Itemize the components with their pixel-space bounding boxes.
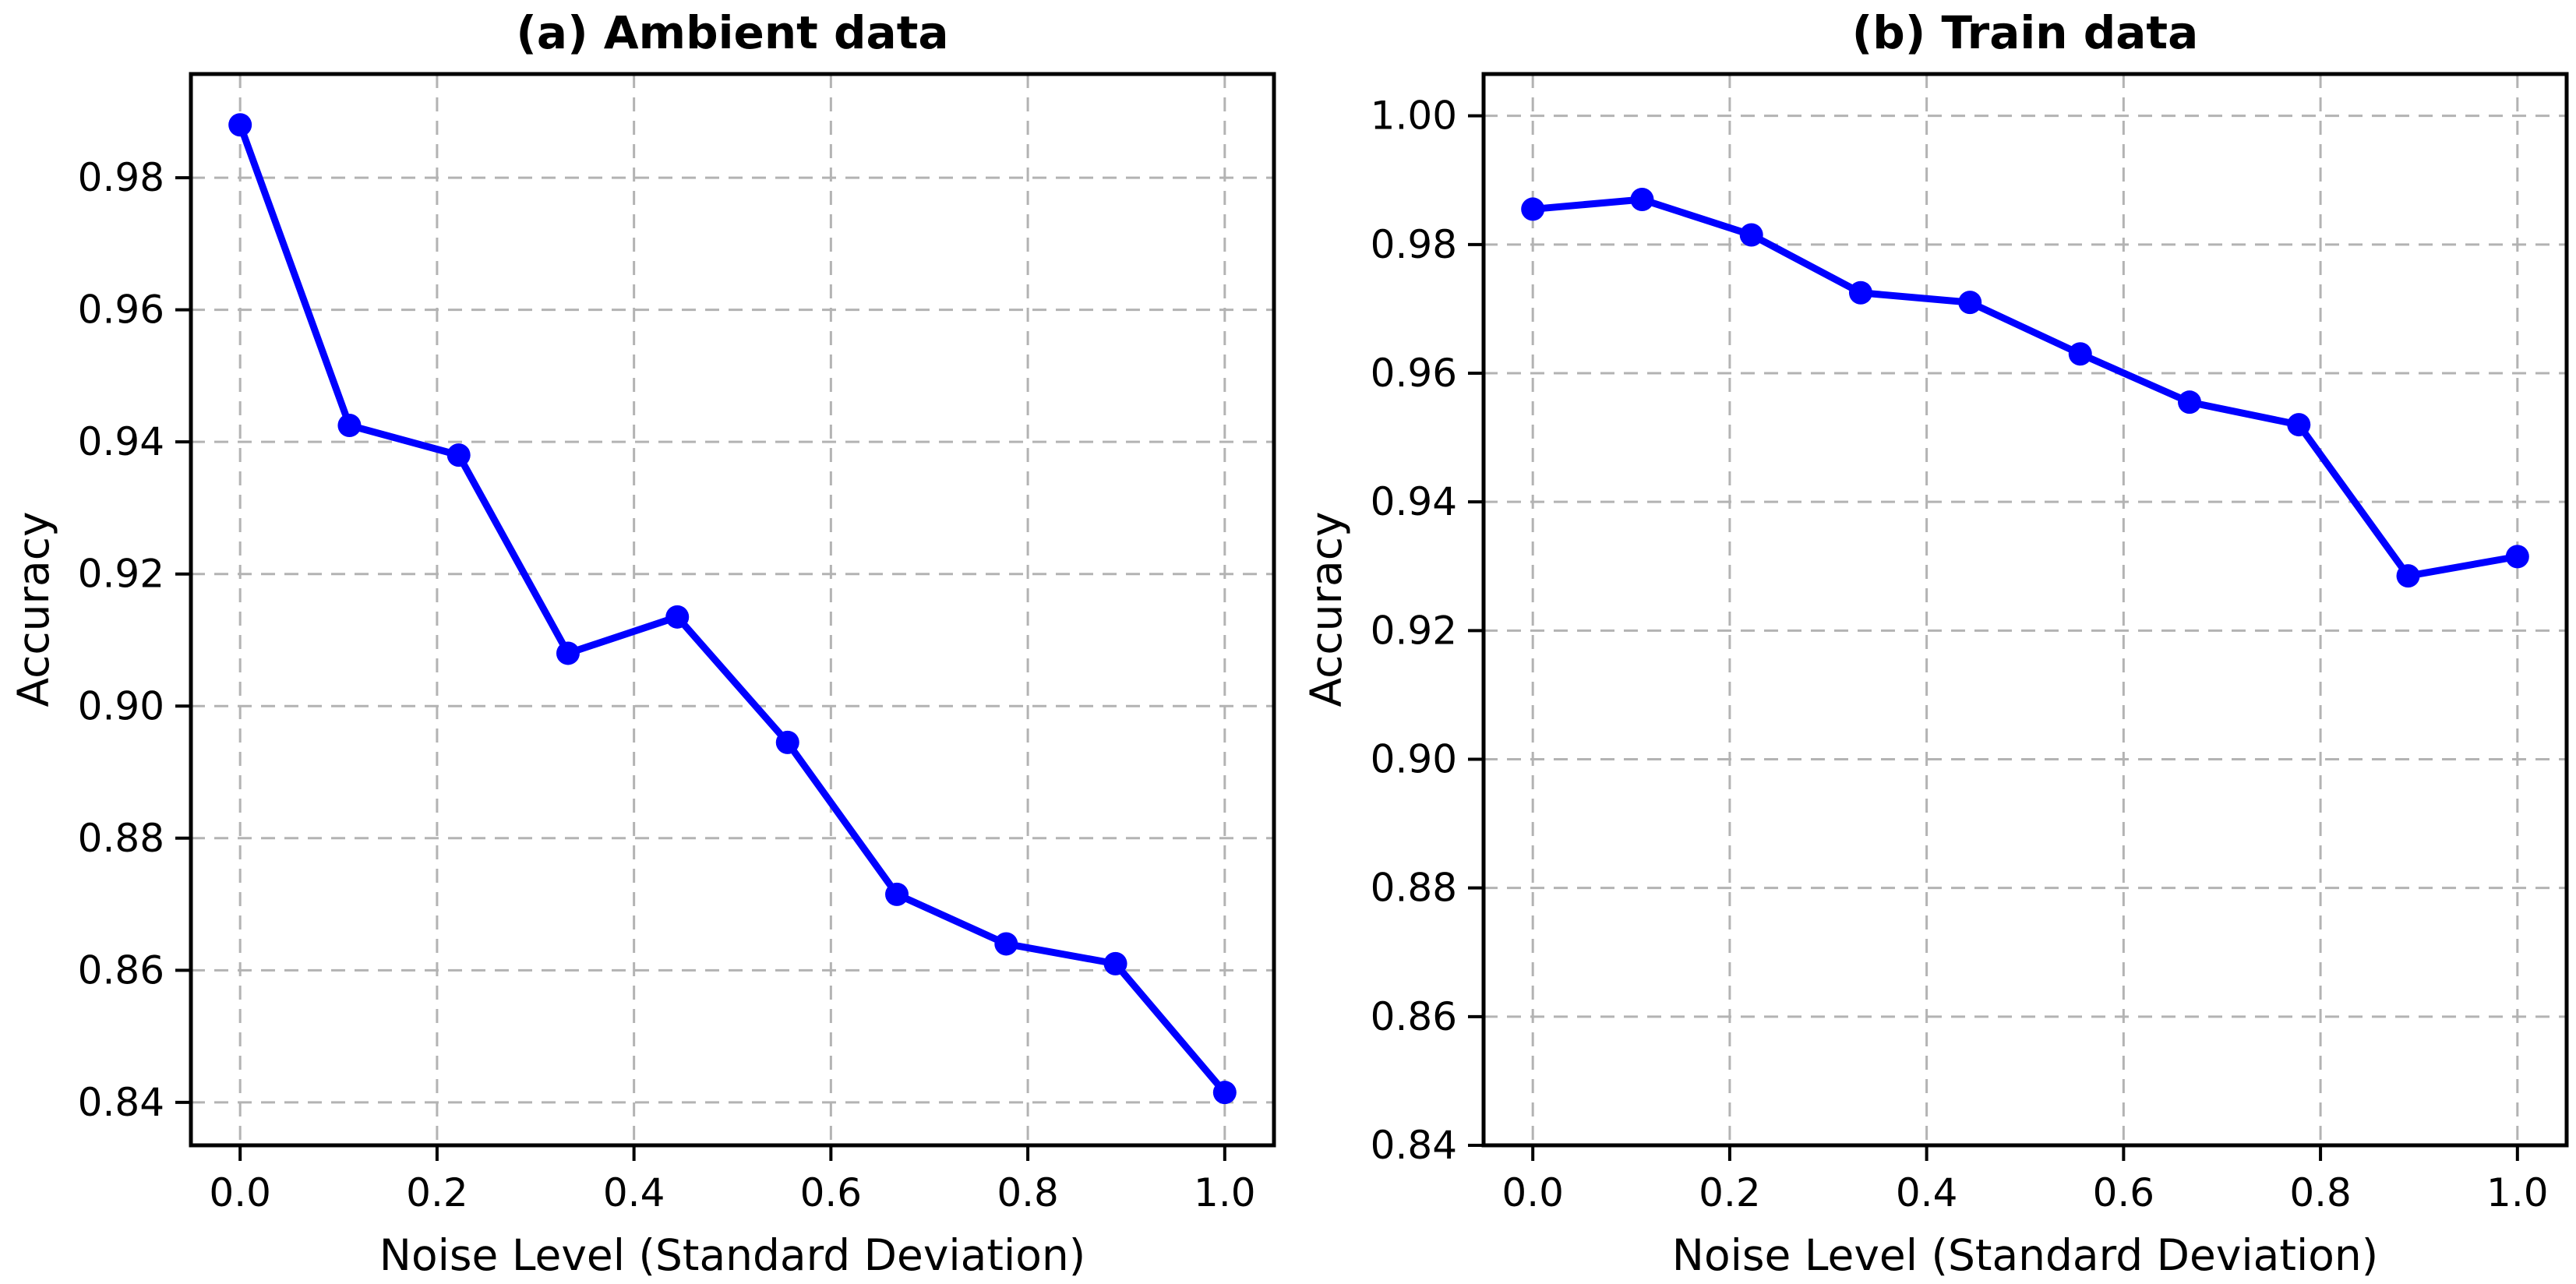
- y-tick-label: 0.94: [78, 419, 164, 464]
- x-tick-label: 0.4: [1896, 1170, 1958, 1215]
- data-point: [337, 413, 362, 437]
- y-tick-label: 0.96: [78, 287, 164, 333]
- subplot-b-xlabel: Noise Level (Standard Deviation): [1672, 1230, 2378, 1280]
- subplot-b-series: [1521, 188, 2529, 588]
- data-line: [236, 121, 1229, 1096]
- plot-border: [1481, 72, 2569, 1148]
- data-point: [1958, 291, 1982, 315]
- y-tick-label: 0.94: [1371, 479, 1457, 524]
- subplot-a-spines: [189, 72, 1276, 1148]
- x-tick-label: 0.2: [406, 1170, 468, 1215]
- y-tick-label: 0.98: [1371, 222, 1457, 267]
- data-point: [1630, 188, 1654, 212]
- subplot-a: 0.0 0.2 0.4 0.6 0.8 1.0 0.84 0.86 0.88 0.90 0.92 0.…: [9, 6, 1276, 1280]
- x-tick-label: 0.6: [2093, 1170, 2155, 1215]
- subplot-a-ylabel: Accuracy: [9, 511, 58, 707]
- y-tick-label: 1.00: [1371, 93, 1457, 139]
- data-point: [665, 605, 690, 629]
- y-tick-label: 0.84: [1371, 1123, 1457, 1168]
- subplot-a-title: (a) Ambient data: [516, 6, 948, 59]
- y-tick-label: 0.98: [78, 155, 164, 200]
- y-tick-label: 0.86: [78, 947, 164, 993]
- subplot-b-ylabel: Accuracy: [1301, 511, 1351, 707]
- data-point: [228, 113, 252, 137]
- subplot-b-ticks: 0.0 0.2 0.4 0.6 0.8 1.0 0.84 0.86 0.88 0.90 0.92 0.…: [1371, 93, 2549, 1215]
- subplot-b-title: (b) Train data: [1852, 6, 2199, 59]
- subplot-a-xlabel: Noise Level (Standard Deviation): [379, 1230, 1085, 1280]
- x-tick-label: 0.8: [2289, 1170, 2352, 1215]
- data-point: [775, 730, 799, 754]
- x-tick-label: 0.0: [209, 1170, 271, 1215]
- y-tick-label: 0.84: [78, 1080, 164, 1125]
- data-point: [2287, 413, 2311, 437]
- data-point: [1212, 1081, 1237, 1105]
- x-tick-label: 0.8: [997, 1170, 1059, 1215]
- subplot-a-grid: [191, 74, 1274, 1145]
- data-point: [885, 882, 909, 906]
- y-tick-label: 0.92: [1371, 608, 1457, 653]
- data-line: [1529, 196, 2521, 580]
- x-tick-label: 0.0: [1501, 1170, 1564, 1215]
- data-point: [1848, 280, 1872, 305]
- x-tick-label: 1.0: [2486, 1170, 2549, 1215]
- subplot-b-grid: [1484, 74, 2567, 1147]
- data-point: [556, 641, 580, 665]
- y-tick-label: 0.88: [1371, 866, 1457, 911]
- y-tick-label: 0.88: [78, 816, 164, 861]
- data-point: [2505, 545, 2529, 569]
- y-tick-label: 0.86: [1371, 994, 1457, 1039]
- data-point: [1103, 951, 1127, 975]
- data-point: [1739, 223, 1763, 247]
- data-point: [1521, 197, 1545, 221]
- subplot-b-spines: [1481, 72, 2569, 1148]
- data-point: [994, 932, 1018, 956]
- y-tick-label: 0.90: [1371, 737, 1457, 782]
- x-tick-label: 0.2: [1699, 1170, 1761, 1215]
- data-point: [2178, 390, 2202, 414]
- data-point: [2396, 564, 2420, 588]
- y-tick-label: 0.90: [78, 683, 164, 728]
- plot-border: [189, 72, 1276, 1148]
- x-tick-label: 0.6: [800, 1170, 863, 1215]
- data-point: [446, 443, 471, 467]
- x-tick-label: 0.4: [603, 1170, 665, 1215]
- y-tick-label: 0.92: [78, 552, 164, 597]
- data-point: [2068, 342, 2092, 366]
- x-tick-label: 1.0: [1194, 1170, 1256, 1215]
- subplot-a-ticks: 0.0 0.2 0.4 0.6 0.8 1.0 0.84 0.86 0.88 0.90 0.92 0.…: [78, 155, 1256, 1215]
- subplot-a-series: [228, 113, 1237, 1105]
- subplot-b: 0.0 0.2 0.4 0.6 0.8 1.0 0.84 0.86 0.88 0.90 0.92 0.…: [1301, 6, 2569, 1280]
- y-tick-label: 0.96: [1371, 351, 1457, 396]
